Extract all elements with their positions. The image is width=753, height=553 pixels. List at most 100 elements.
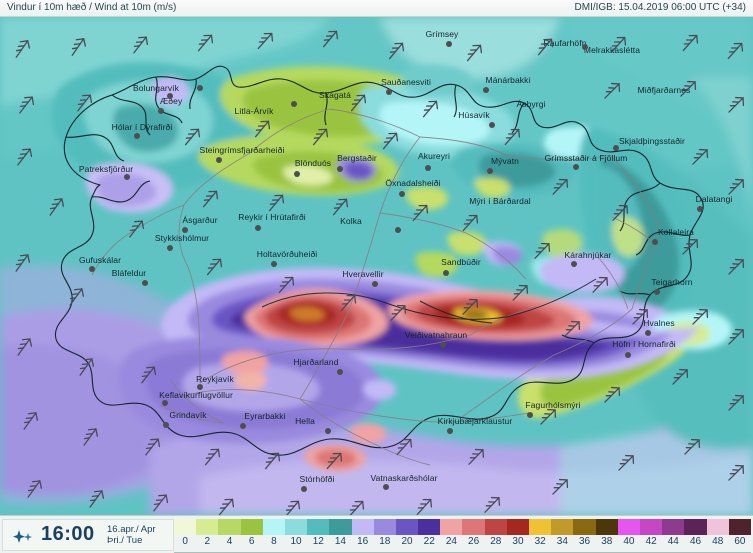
station-dot[interactable]	[483, 87, 489, 93]
wind-barb-icon	[728, 394, 745, 411]
legend-tick: 28	[490, 536, 502, 547]
legend-tick: 24	[445, 536, 457, 547]
station-dot[interactable]	[446, 41, 452, 47]
station-dot[interactable]	[240, 423, 246, 429]
station-dot[interactable]	[325, 428, 331, 434]
station-dot[interactable]	[425, 165, 431, 171]
wind-barb-icon	[133, 36, 149, 54]
station-dot[interactable]	[383, 484, 389, 490]
station-dot[interactable]	[163, 422, 169, 428]
legend-swatch	[351, 519, 374, 535]
station-dot[interactable]	[167, 245, 173, 251]
wind-barb-icon	[322, 30, 339, 48]
station-dot[interactable]	[162, 400, 168, 406]
station-dot[interactable]	[654, 289, 660, 295]
wind-barb-icon	[504, 128, 521, 146]
station-dot[interactable]	[645, 330, 651, 336]
wind-barb-icon	[728, 258, 745, 275]
wind-barb-icon	[382, 132, 399, 150]
wind-barb-icon	[618, 454, 635, 471]
wind-barb-icon	[728, 464, 745, 481]
station-dot[interactable]	[294, 171, 300, 177]
wind-barb-icon	[83, 428, 99, 446]
wind-barb-icon	[218, 498, 235, 515]
map-canvas[interactable]: Grímsey Raufarhöfn Melrakkaslétta Mánárbakk…	[0, 17, 753, 515]
legend-swatch	[196, 519, 219, 535]
legend[interactable]: 0 2 4 6 8 10 12 14 16 18 20 22 24 26 28 30 32 34 36 38 40 42 4…	[174, 519, 751, 553]
legend-tick: 16	[357, 536, 369, 547]
station-dot[interactable]	[652, 239, 658, 245]
bottom-bar: 16:00 16.apr./ Apr Þri./ Tue 0 2 4 6 8 10 12 14…	[0, 515, 753, 553]
station-dot[interactable]	[697, 206, 703, 212]
legend-tick: 14	[334, 536, 346, 547]
wind-barb-icon	[540, 408, 557, 425]
station-dot[interactable]	[89, 266, 95, 272]
legend-tick: 10	[290, 536, 302, 547]
station-dot[interactable]	[489, 122, 495, 128]
legend-swatch	[595, 519, 618, 535]
wind-barb-icon	[71, 38, 87, 56]
wind-barb-icon	[390, 304, 407, 321]
map-header: Vindur í 10m hæð / Wind at 10m (m/s) DMI…	[0, 0, 753, 17]
wind-barb-icon	[326, 452, 343, 470]
legend-tick: 4	[226, 536, 233, 547]
wind-barb-icon	[592, 276, 609, 293]
legend-swatch	[639, 519, 663, 535]
station-dot[interactable]	[372, 281, 378, 287]
legend-tick: 40	[623, 536, 635, 547]
wind-barb-icon	[15, 254, 31, 272]
legend-swatch	[240, 519, 263, 535]
station-dot[interactable]	[271, 261, 277, 267]
station-dot[interactable]	[182, 227, 188, 233]
station-dot[interactable]	[255, 225, 261, 231]
legend-tick: 0	[182, 536, 188, 547]
station-dot[interactable]	[216, 157, 222, 163]
model-timestamp: DMI/IGB: 15.04.2019 06:00 UTC (+34)	[574, 2, 746, 13]
station-dot[interactable]	[301, 486, 307, 492]
wind-barb-icon	[604, 386, 621, 403]
legend-tick: 18	[379, 536, 391, 547]
legend-tick: 32	[534, 536, 546, 547]
wind-barb-icon	[17, 148, 33, 166]
forecast-weekday-text: Þri./ Tue	[107, 535, 143, 546]
station-dot[interactable]	[625, 352, 631, 358]
wind-barb-icon	[89, 490, 105, 508]
station-dot[interactable]	[386, 89, 392, 95]
station-dot[interactable]	[197, 384, 203, 390]
wind-barb-icon	[77, 94, 93, 112]
station-dot[interactable]	[167, 93, 173, 99]
station-dot[interactable]	[447, 428, 453, 434]
station-dot[interactable]	[124, 174, 130, 180]
legend-swatch	[573, 519, 596, 535]
wind-barb-icon	[254, 120, 271, 138]
station-dot[interactable]	[582, 44, 588, 50]
station-dot[interactable]	[337, 166, 343, 172]
wind-barb-icon	[728, 178, 745, 195]
station-dot[interactable]	[487, 168, 493, 174]
station-dot[interactable]	[440, 342, 446, 348]
station-dot[interactable]	[337, 369, 343, 375]
wind-barb-icon	[284, 500, 301, 515]
wind-barb-icon	[15, 40, 31, 58]
station-dot[interactable]	[134, 133, 140, 139]
legend-swatch	[284, 519, 308, 535]
wind-barb-icon	[197, 34, 214, 52]
station-dot[interactable]	[527, 412, 533, 418]
station-dot[interactable]	[142, 280, 148, 286]
wind-barb-icon	[672, 368, 689, 385]
legend-tick: 60	[734, 536, 746, 547]
legend-tick: 20	[401, 536, 413, 547]
station-dot[interactable]	[197, 85, 203, 91]
wind-barb-icon	[534, 242, 551, 259]
station-dot[interactable]	[291, 101, 297, 107]
wind-barb-icon	[512, 284, 529, 301]
station-dot[interactable]	[399, 191, 405, 197]
time-panel[interactable]: 16:00 16.apr./ Apr Þri./ Tue	[2, 519, 174, 551]
station-dot[interactable]	[613, 145, 619, 151]
station-dot[interactable]	[571, 261, 577, 267]
station-dot[interactable]	[395, 227, 401, 233]
station-dot[interactable]	[158, 108, 164, 114]
station-dot[interactable]	[443, 270, 449, 276]
station-dot[interactable]	[573, 164, 579, 170]
legend-swatch	[551, 519, 574, 535]
